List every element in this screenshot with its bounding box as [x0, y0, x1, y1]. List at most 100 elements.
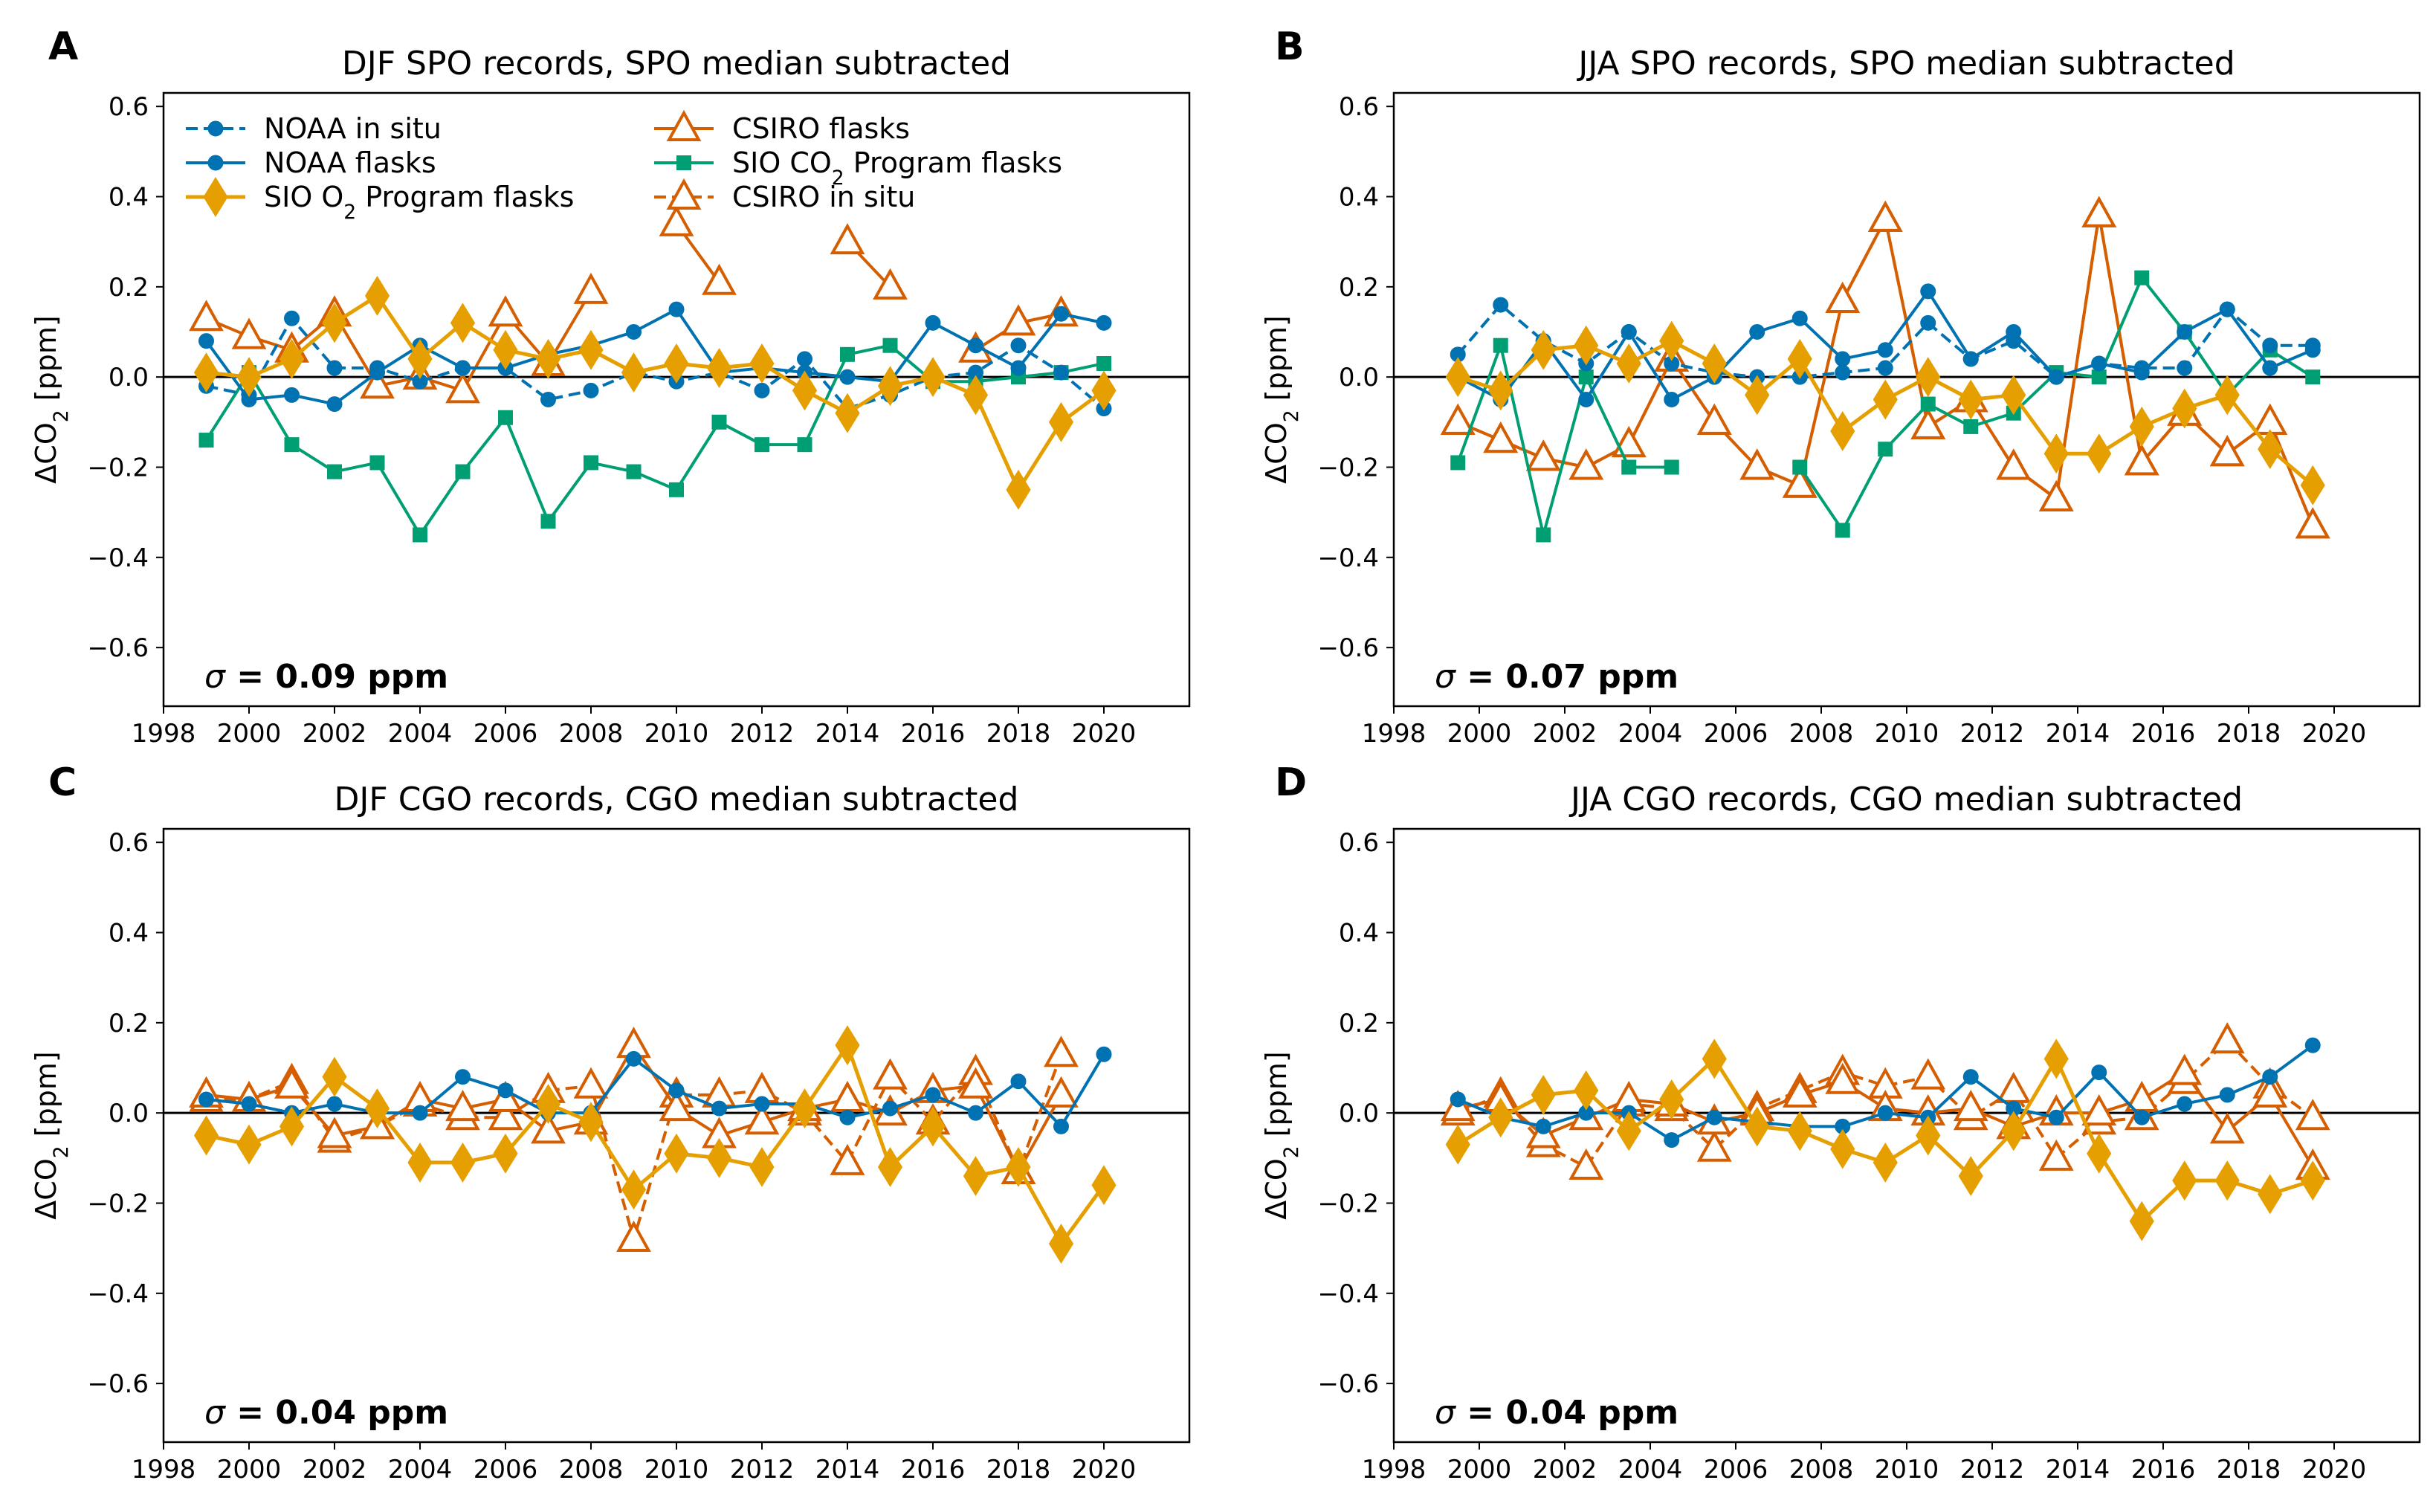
data-point: [2006, 324, 2022, 340]
data-point: [1835, 351, 1851, 367]
data-point: [711, 1100, 727, 1117]
y-tick-label: 0.2: [109, 1009, 149, 1038]
data-point: [364, 276, 390, 316]
data-point: [2177, 1096, 2193, 1112]
data-point: [873, 1058, 908, 1090]
data-point: [360, 367, 395, 399]
data-point: [1787, 1111, 1812, 1151]
series-line: [206, 317, 1105, 410]
data-point: [2252, 1076, 2288, 1108]
data-point: [2295, 1099, 2330, 1131]
data-point: [279, 1106, 305, 1147]
series-line: [205, 1043, 1106, 1246]
panel-letter: A: [48, 25, 78, 69]
data-point: [540, 514, 556, 529]
series-sio_o2_flasks: [1445, 1038, 2325, 1241]
data-point: [2091, 355, 2107, 372]
x-tick-label: 2018: [986, 719, 1051, 749]
data-point: [2133, 1109, 2150, 1125]
data-point: [749, 1147, 775, 1187]
data-point: [2214, 1160, 2240, 1201]
y-tick-label: 0.6: [109, 92, 149, 122]
data-point: [2209, 435, 2245, 467]
data-point: [1702, 343, 1727, 384]
data-point: [1574, 1070, 1599, 1111]
data-point: [621, 1169, 647, 1210]
series-line: [1457, 1039, 2314, 1169]
data-point: [412, 1105, 428, 1121]
data-point: [2219, 301, 2235, 317]
chart-title: DJF SPO records, SPO median subtracted: [342, 45, 1011, 83]
data-point: [830, 1080, 865, 1112]
data-point: [488, 1099, 523, 1131]
y-axis-label: ΔCO2 [ppm]: [30, 315, 73, 483]
data-point: [1878, 442, 1893, 457]
data-point: [621, 352, 647, 393]
data-point: [2091, 369, 2107, 385]
data-point: [2219, 1087, 2235, 1103]
panel-letter: C: [48, 760, 77, 805]
data-point: [1531, 1074, 1556, 1115]
data-point: [445, 1089, 480, 1122]
x-tick-label: 2006: [1704, 1455, 1768, 1484]
data-point: [706, 1137, 732, 1178]
data-point: [2001, 375, 2026, 416]
y-tick-label: −0.4: [1317, 1279, 1379, 1309]
data-point: [2091, 1064, 2107, 1081]
data-point: [573, 272, 609, 304]
y-tick-label: 0.4: [1339, 919, 1379, 949]
data-point: [1006, 1147, 1031, 1187]
data-point: [792, 370, 818, 411]
data-point: [1048, 1224, 1074, 1264]
data-point: [1440, 403, 1476, 435]
data-point: [659, 204, 694, 236]
data-point: [198, 1091, 214, 1108]
data-point: [1578, 392, 1594, 407]
sigma-annotation: σ = 0.07 ppm: [1435, 658, 1678, 696]
data-point: [626, 464, 642, 479]
x-tick-label: 2010: [644, 719, 709, 749]
data-point: [1706, 1109, 1722, 1125]
x-tick-label: 2008: [559, 1455, 624, 1484]
x-tick-label: 1998: [1362, 1455, 1426, 1484]
y-tick-label: 0.6: [1339, 92, 1379, 122]
data-point: [1920, 396, 1936, 412]
data-point: [755, 437, 769, 453]
data-point: [1536, 527, 1551, 543]
y-tick-label: 0.4: [109, 919, 149, 949]
data-point: [326, 1096, 343, 1112]
data-point: [2038, 1139, 2074, 1171]
data-point: [1578, 369, 1594, 385]
data-point: [322, 303, 347, 343]
x-tick-label: 2016: [2131, 719, 2196, 749]
data-point: [2172, 388, 2197, 429]
data-point: [322, 1056, 347, 1097]
data-point: [968, 1105, 983, 1121]
data-point: [1091, 1165, 1117, 1206]
x-tick-label: 2016: [901, 1455, 966, 1484]
x-tick-label: 2000: [1447, 1455, 1512, 1484]
data-point: [2304, 1037, 2321, 1053]
series-sio_o2_flasks: [193, 1025, 1117, 1264]
data-point: [189, 300, 224, 332]
y-tick-label: 0.2: [109, 273, 149, 303]
data-point: [241, 1096, 257, 1112]
legend-entry-csiro_insitu: CSIRO in situ: [654, 178, 915, 213]
data-point: [1877, 360, 1893, 376]
x-tick-label: 2012: [1960, 1455, 2025, 1484]
data-point: [2129, 1201, 2154, 1241]
y-tick-label: −0.6: [1317, 1369, 1379, 1399]
x-tick-label: 2004: [1618, 719, 1683, 749]
data-point: [706, 348, 732, 388]
y-tick-label: 0.0: [1339, 363, 1379, 392]
series-group: [189, 204, 1117, 543]
data-point: [326, 396, 343, 413]
data-point: [1445, 1124, 1470, 1165]
panels: A DJF SPO records, SPO median subtracted 0…: [30, 25, 2421, 1484]
data-point: [364, 1088, 390, 1129]
y-tick-label: −0.2: [1317, 453, 1379, 482]
data-point: [659, 1089, 694, 1122]
data-point: [1053, 306, 1069, 322]
data-point: [1048, 401, 1074, 442]
